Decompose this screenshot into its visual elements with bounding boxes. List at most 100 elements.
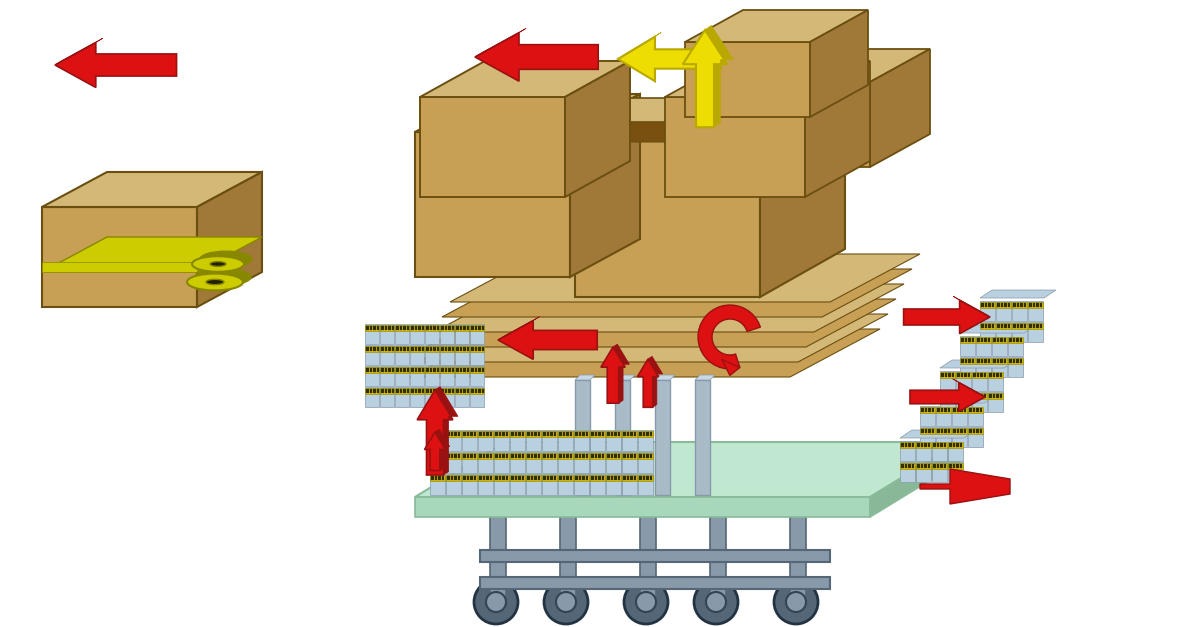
Bar bbox=[448, 347, 450, 351]
Bar bbox=[377, 389, 379, 393]
Polygon shape bbox=[722, 359, 740, 376]
Bar bbox=[377, 347, 379, 351]
Bar bbox=[370, 326, 372, 330]
Bar bbox=[395, 345, 409, 365]
Bar bbox=[1039, 303, 1042, 307]
Bar bbox=[455, 367, 469, 373]
Polygon shape bbox=[565, 61, 630, 197]
Bar bbox=[967, 373, 970, 377]
Bar bbox=[510, 475, 526, 481]
Bar bbox=[430, 326, 432, 330]
Bar bbox=[431, 476, 433, 480]
Bar bbox=[479, 454, 481, 458]
Bar bbox=[410, 325, 424, 331]
Polygon shape bbox=[810, 10, 868, 117]
Bar bbox=[446, 453, 461, 459]
Bar bbox=[496, 454, 498, 458]
Bar bbox=[380, 346, 394, 352]
Bar bbox=[996, 301, 1010, 321]
Bar bbox=[646, 432, 648, 436]
Bar bbox=[426, 347, 428, 351]
Polygon shape bbox=[436, 429, 450, 470]
Bar bbox=[388, 326, 390, 330]
Bar bbox=[430, 430, 445, 451]
Bar bbox=[943, 443, 946, 447]
Bar bbox=[956, 408, 959, 412]
Bar bbox=[431, 454, 433, 458]
Bar bbox=[924, 464, 926, 468]
Bar bbox=[920, 443, 923, 447]
Polygon shape bbox=[420, 61, 630, 97]
Bar bbox=[550, 454, 552, 458]
Polygon shape bbox=[498, 317, 540, 340]
Bar bbox=[478, 347, 480, 351]
Bar bbox=[977, 394, 979, 398]
Bar bbox=[994, 359, 996, 363]
Polygon shape bbox=[920, 469, 1010, 504]
Bar bbox=[952, 428, 967, 434]
Bar bbox=[395, 346, 409, 352]
Bar bbox=[470, 326, 474, 330]
Bar bbox=[790, 514, 806, 602]
Polygon shape bbox=[900, 430, 976, 438]
Bar bbox=[578, 454, 581, 458]
Bar bbox=[1008, 358, 1022, 364]
Polygon shape bbox=[805, 61, 870, 197]
Polygon shape bbox=[655, 375, 674, 380]
Bar bbox=[574, 430, 589, 451]
Bar bbox=[960, 336, 974, 356]
Bar bbox=[1020, 324, 1022, 328]
Bar bbox=[446, 431, 461, 437]
Bar bbox=[575, 454, 577, 458]
Bar bbox=[527, 432, 529, 436]
Bar bbox=[434, 432, 437, 436]
Bar bbox=[989, 373, 991, 377]
Bar bbox=[996, 322, 1010, 342]
Bar bbox=[407, 326, 409, 330]
Bar bbox=[916, 462, 931, 482]
Bar bbox=[396, 326, 398, 330]
Bar bbox=[410, 326, 414, 330]
Bar bbox=[944, 394, 947, 398]
Bar bbox=[960, 394, 964, 398]
Bar bbox=[710, 514, 726, 602]
Bar bbox=[430, 453, 445, 459]
Bar bbox=[948, 441, 964, 461]
Bar bbox=[470, 347, 474, 351]
Bar bbox=[448, 368, 450, 372]
Bar bbox=[550, 476, 552, 480]
Bar bbox=[1036, 324, 1038, 328]
Bar bbox=[984, 359, 986, 363]
Bar bbox=[446, 454, 450, 458]
Bar bbox=[396, 347, 398, 351]
Bar bbox=[590, 453, 605, 459]
Bar bbox=[421, 389, 424, 393]
Bar bbox=[934, 443, 936, 447]
Bar bbox=[982, 324, 984, 328]
Bar bbox=[478, 452, 493, 473]
Bar bbox=[482, 432, 485, 436]
Bar bbox=[570, 454, 572, 458]
Bar bbox=[474, 432, 476, 436]
Bar bbox=[534, 454, 536, 458]
Circle shape bbox=[556, 592, 576, 612]
Bar bbox=[480, 550, 830, 562]
Bar bbox=[626, 476, 629, 480]
Bar bbox=[960, 337, 974, 343]
Bar bbox=[920, 407, 935, 413]
Bar bbox=[970, 408, 972, 412]
Bar bbox=[968, 338, 971, 342]
Bar bbox=[901, 443, 904, 447]
Bar bbox=[410, 388, 424, 394]
Bar bbox=[592, 454, 594, 458]
Bar bbox=[1016, 338, 1019, 342]
Bar bbox=[462, 474, 478, 495]
Bar bbox=[442, 389, 444, 393]
Bar bbox=[956, 371, 971, 391]
Bar bbox=[558, 474, 574, 495]
Bar bbox=[1003, 359, 1006, 363]
Bar bbox=[598, 432, 600, 436]
Polygon shape bbox=[575, 122, 760, 297]
Bar bbox=[928, 443, 930, 447]
Bar bbox=[433, 326, 436, 330]
